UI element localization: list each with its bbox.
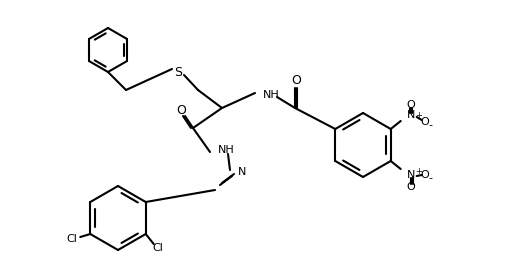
Text: N: N — [407, 170, 415, 180]
Text: O: O — [406, 100, 415, 110]
Text: N: N — [238, 167, 246, 177]
Text: +: + — [415, 110, 422, 119]
Text: NH: NH — [263, 90, 280, 100]
Text: N: N — [407, 110, 415, 120]
Text: -: - — [429, 120, 433, 130]
Text: O: O — [291, 73, 301, 86]
Text: O: O — [420, 117, 429, 127]
Text: S: S — [174, 66, 182, 79]
Text: O: O — [176, 104, 186, 116]
Text: -: - — [429, 173, 433, 183]
Text: +: + — [415, 168, 422, 177]
Text: O: O — [406, 182, 415, 192]
Text: O: O — [420, 170, 429, 180]
Text: Cl: Cl — [152, 243, 163, 253]
Text: NH: NH — [218, 145, 235, 155]
Text: Cl: Cl — [67, 234, 78, 244]
